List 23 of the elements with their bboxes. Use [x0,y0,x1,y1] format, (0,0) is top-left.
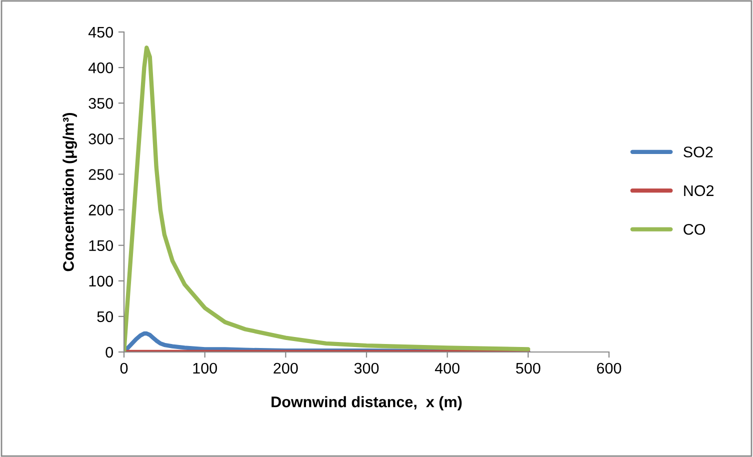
x-tick-label: 0 [120,362,128,374]
y-tick-label: 100 [89,276,113,287]
y-tick-label: 350 [88,98,113,109]
y-tick-label: 250 [88,169,113,180]
x-tick-label: 600 [597,362,622,374]
x-axis-title: Downwind distance, x (m) [272,396,462,410]
y-tick-label: 200 [88,204,113,216]
y-tick-label: 300 [88,134,113,144]
y-tick-label: 0 [106,346,113,358]
legend-label: CO [684,224,706,235]
y-axis-title: Concentration (μg/m³) [62,112,77,272]
y-tick-label: 150 [89,240,113,252]
x-tick-label: 100 [193,362,217,374]
legend-label: SO2 [684,146,713,158]
x-tick-label: 300 [354,362,379,374]
x-tick-label: 500 [516,362,540,374]
line-series [124,46,530,352]
x-tick-label: 400 [434,362,460,374]
y-tick-label: 450 [88,26,113,38]
y-tick-label: 400 [88,62,113,74]
y-tick-label: 50 [97,311,113,322]
legend-label: NO2 [684,185,714,196]
x-tick-label: 200 [274,362,298,374]
